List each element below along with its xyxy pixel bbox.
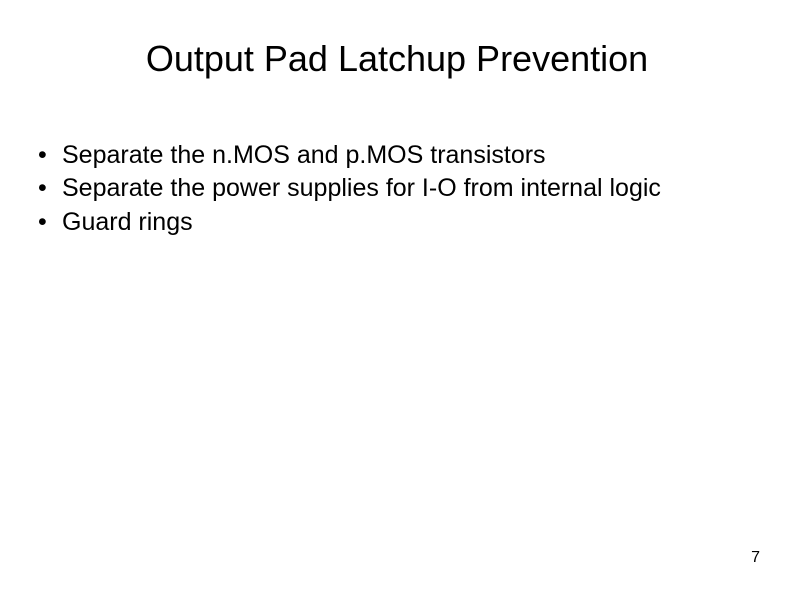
bullet-item: • Separate the power supplies for I-O fr… bbox=[38, 173, 734, 204]
bullet-text: Guard rings bbox=[62, 207, 734, 238]
slide-body: • Separate the n.MOS and p.MOS transisto… bbox=[38, 140, 734, 240]
bullet-item: • Separate the n.MOS and p.MOS transisto… bbox=[38, 140, 734, 171]
bullet-text: Separate the power supplies for I-O from… bbox=[62, 173, 734, 204]
bullet-marker: • bbox=[38, 140, 62, 171]
page-number: 7 bbox=[751, 549, 760, 567]
bullet-item: • Guard rings bbox=[38, 207, 734, 238]
bullet-text: Separate the n.MOS and p.MOS transistors bbox=[62, 140, 734, 171]
bullet-marker: • bbox=[38, 173, 62, 204]
slide-title: Output Pad Latchup Prevention bbox=[0, 38, 794, 80]
slide: Output Pad Latchup Prevention • Separate… bbox=[0, 0, 794, 595]
bullet-marker: • bbox=[38, 207, 62, 238]
